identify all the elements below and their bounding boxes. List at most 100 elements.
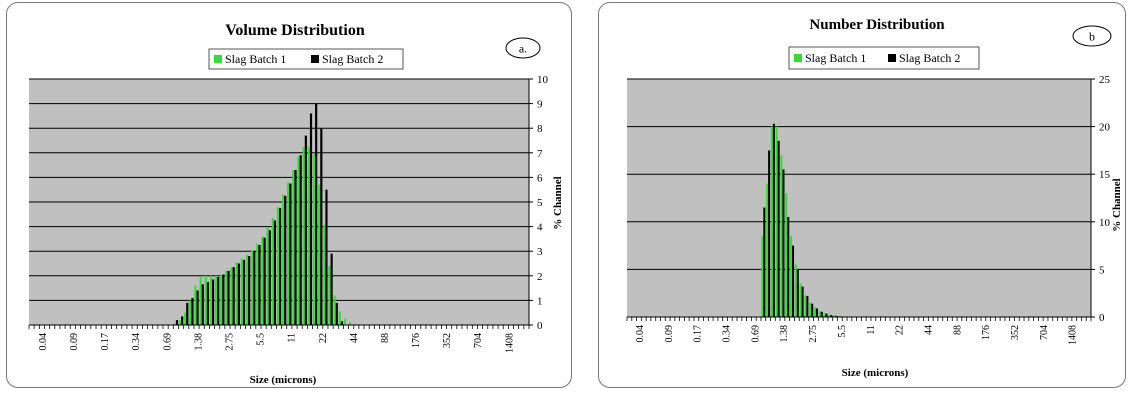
bar-batch-2 (806, 296, 808, 317)
bar-batch-1 (287, 182, 289, 325)
bar-batch-2 (300, 155, 302, 325)
bar-batch-1 (318, 185, 320, 325)
bar-batch-1 (344, 319, 346, 325)
panel-label: a. (519, 42, 527, 56)
bar-batch-1 (236, 262, 238, 325)
x-tick-label: 0.69 (750, 325, 761, 343)
bar-batch-2 (284, 196, 286, 325)
bar-batch-2 (816, 308, 818, 317)
bar-batch-2 (305, 136, 307, 325)
bar-batch-1 (272, 218, 274, 325)
bar-batch-1 (225, 271, 227, 325)
x-tick-label: 1408 (1068, 325, 1079, 345)
y-tick-label: 5 (1099, 264, 1105, 276)
legend-swatch-batch-2 (311, 55, 319, 63)
legend-label-batch-1: Slag Batch 1 (805, 51, 866, 65)
bar-batch-2 (212, 279, 214, 325)
bar-batch-1 (780, 155, 782, 317)
bar-batch-2 (264, 238, 266, 325)
bar-batch-1 (246, 255, 248, 325)
y-tick-label: 2 (537, 271, 543, 283)
legend-swatch-batch-1 (214, 55, 222, 63)
y-tick-label: 3 (537, 246, 543, 258)
bar-batch-2 (778, 141, 780, 317)
chart-title: Number Distribution (809, 17, 945, 33)
legend-swatch-batch-2 (888, 54, 896, 62)
bar-batch-1 (189, 300, 191, 325)
x-tick-label: 22 (318, 333, 329, 343)
bar-batch-2 (233, 267, 235, 325)
bar-batch-2 (320, 128, 322, 325)
bar-batch-1 (800, 284, 802, 317)
y-tick-label: 10 (1099, 217, 1111, 229)
x-tick-label: 1.38 (193, 333, 204, 351)
bar-batch-1 (194, 286, 196, 325)
volume-distribution-panel: Volume Distribution a. Slag Batch 1 Slag… (6, 2, 572, 388)
y-tick-label: 15 (1099, 169, 1111, 181)
bar-batch-2 (782, 169, 784, 317)
bar-batch-1 (334, 295, 336, 325)
bar-batch-2 (191, 298, 193, 325)
y-tick-label: 4 (537, 222, 543, 234)
bar-batch-2 (336, 303, 338, 325)
bar-batch-2 (243, 260, 245, 325)
bar-batch-1 (308, 147, 310, 325)
bar-batch-1 (297, 156, 299, 325)
bar-batch-1 (819, 311, 821, 317)
bar-batch-1 (303, 147, 305, 325)
x-tick-label: 0.09 (69, 333, 80, 351)
x-tick-label: 0.04 (635, 325, 646, 343)
x-tick-label: 0.04 (38, 333, 49, 351)
bar-batch-2 (325, 190, 327, 325)
x-tick-label: 0.34 (131, 333, 142, 351)
bar-batch-1 (184, 313, 186, 325)
bar-batch-2 (341, 321, 343, 325)
bar-batch-1 (200, 277, 202, 325)
x-tick-label: 11 (866, 325, 877, 335)
bar-batch-2 (821, 312, 823, 317)
bar-batch-1 (292, 170, 294, 325)
x-tick-label: 176 (411, 333, 422, 348)
bar-batch-1 (809, 303, 811, 317)
bar-batch-1 (220, 275, 222, 325)
x-tick-label: 88 (952, 325, 963, 335)
x-tick-label: 11 (287, 333, 298, 343)
bar-batch-2 (787, 217, 789, 317)
bar-batch-1 (210, 276, 212, 325)
bar-batch-2 (773, 124, 775, 317)
x-tick-label: 0.09 (664, 325, 675, 343)
x-tick-label: 176 (981, 325, 992, 340)
legend: Slag Batch 1 Slag Batch 2 (789, 47, 979, 69)
y-axis-title: % Channel (552, 176, 564, 230)
plot-background (627, 79, 1091, 317)
bar-batch-1 (804, 295, 806, 317)
bar-batch-2 (186, 303, 188, 325)
y-tick-label: 0 (537, 320, 543, 332)
bar-batch-2 (238, 264, 240, 326)
x-tick-label: 352 (442, 333, 453, 348)
bar-batch-2 (227, 271, 229, 325)
bar-batch-2 (802, 287, 804, 317)
bar-batch-1 (761, 236, 763, 317)
y-tick-label: 7 (537, 148, 543, 160)
x-tick-label: 2.75 (808, 325, 819, 343)
bar-batch-2 (181, 316, 183, 325)
bar-batch-2 (202, 284, 204, 325)
bar-batch-2 (279, 208, 281, 325)
x-tick-label: 22 (895, 325, 906, 335)
y-tick-label: 8 (537, 123, 543, 135)
bar-batch-2 (197, 291, 199, 325)
bar-batch-1 (785, 193, 787, 317)
x-tick-label: 0.17 (100, 333, 111, 351)
number-distribution-panel: Number Distribution b Slag Batch 1 Slag … (598, 2, 1126, 388)
y-tick-label: 20 (1099, 122, 1111, 134)
bar-batch-2 (274, 220, 276, 325)
x-tick-label: 88 (380, 333, 391, 343)
x-axis-title: Size (microns) (250, 374, 317, 386)
y-tick-label: 9 (537, 99, 543, 111)
y-tick-label: 1 (537, 295, 543, 307)
bar-batch-1 (776, 127, 778, 317)
legend-label-batch-2: Slag Batch 2 (322, 52, 383, 66)
x-tick-label: 1.38 (779, 325, 790, 343)
